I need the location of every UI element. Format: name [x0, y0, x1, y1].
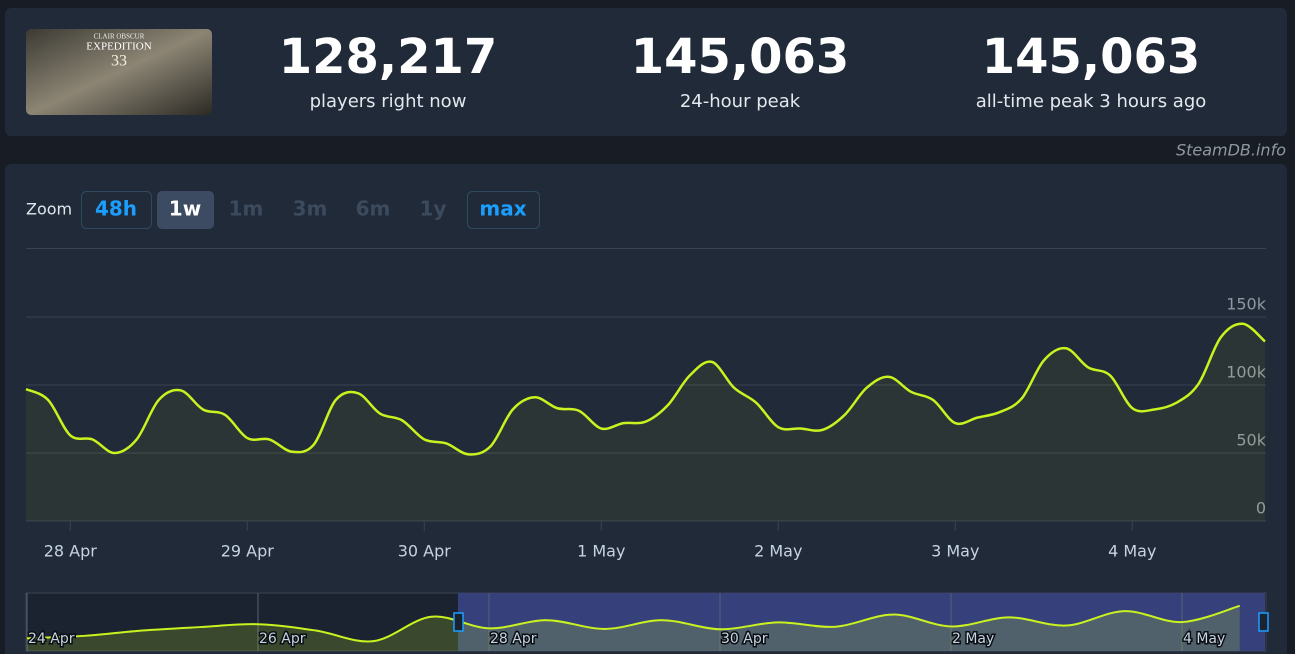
x-tick-label: 30 Apr	[398, 542, 452, 561]
watermark[interactable]: SteamDB.info	[1176, 141, 1286, 160]
zoom-button-frame	[81, 191, 152, 229]
x-tick-label: 29 Apr	[221, 542, 275, 561]
navigator-label: 4 May	[1183, 631, 1225, 647]
y-tick-label: 100k	[1226, 363, 1267, 382]
zoom-button[interactable]: 1y	[420, 197, 447, 221]
stat-label: players right now	[310, 91, 467, 112]
zoom-button-frame	[157, 191, 214, 229]
zoom-button[interactable]: 48h	[95, 197, 137, 221]
navigator[interactable]: 24 Apr 26 Apr 28 Apr 30 Apr 2 May 4 May	[26, 593, 1269, 651]
zoom-button[interactable]: 3m	[293, 197, 328, 221]
line	[25, 322, 1266, 456]
y-tick-label: 0	[1256, 499, 1266, 518]
x-tick-label: 1 May	[577, 542, 625, 561]
stats-panel	[5, 8, 1287, 136]
stat-value: 145,063	[982, 29, 1201, 85]
x-tick-label: 3 May	[931, 542, 979, 561]
stat-label: 24-hour peak	[680, 91, 801, 112]
stat-value: 145,063	[631, 29, 850, 85]
x-tick-label: 28 Apr	[44, 542, 98, 561]
zoom-button[interactable]: 6m	[356, 197, 391, 221]
chart-panel	[5, 164, 1287, 654]
navigator-handle[interactable]	[453, 612, 464, 632]
x-tick-label: 4 May	[1108, 542, 1156, 561]
zoom-button[interactable]: max	[479, 197, 526, 221]
area	[27, 605, 1240, 651]
navigator-label: 26 Apr	[259, 631, 306, 647]
navigator-label: 24 Apr	[28, 631, 75, 647]
navigator-label: 2 May	[952, 631, 994, 647]
logo-title: EXPEDITION	[86, 41, 151, 53]
y-tick-label: 50k	[1236, 431, 1266, 450]
stat-label: all-time peak 3 hours ago	[976, 91, 1207, 112]
zoom-button-frame	[467, 191, 540, 229]
x-tick-label: 2 May	[754, 542, 802, 561]
logo-top: CLAIR OBSCUR	[94, 33, 145, 41]
stat-value: 128,217	[279, 29, 498, 85]
logo-number: 33	[111, 53, 127, 70]
game-image[interactable]	[26, 29, 212, 115]
navigator-label: 30 Apr	[721, 631, 768, 647]
navigator-handle[interactable]	[1258, 612, 1269, 632]
navigator-label: 28 Apr	[490, 631, 537, 647]
main-chart: 0 50k 100k 150k 28 Apr 29 Apr 30 Apr 1 May 2 May…	[25, 295, 1267, 561]
y-tick-label: 150k	[1226, 295, 1267, 314]
line	[26, 604, 1241, 643]
zoom-label: Zoom	[26, 200, 72, 219]
zoom-button[interactable]: 1w	[169, 197, 201, 221]
zoom-button[interactable]: 1m	[229, 197, 264, 221]
